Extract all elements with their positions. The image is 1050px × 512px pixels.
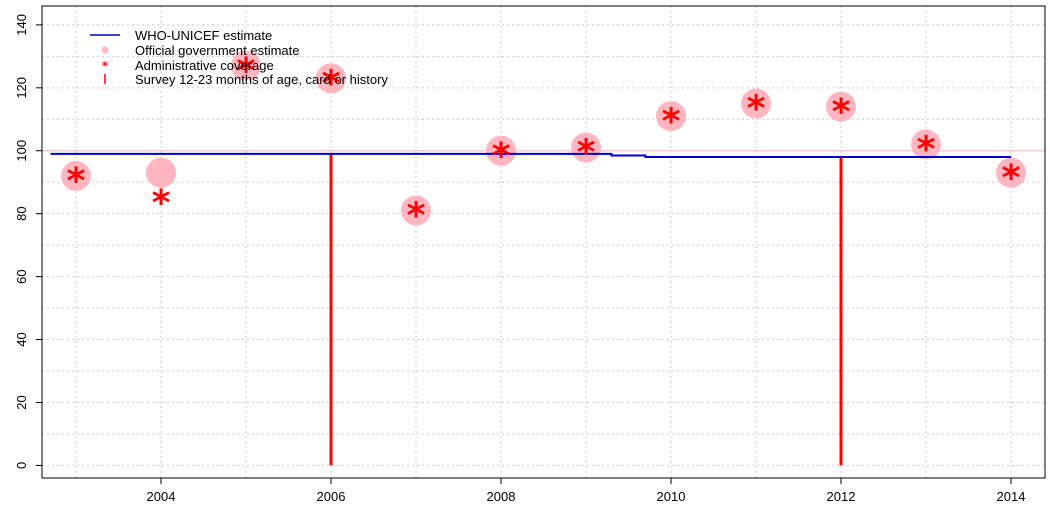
official-estimate-dot bbox=[146, 157, 176, 188]
administrative-coverage-star: * bbox=[1002, 158, 1021, 199]
legend-label: WHO-UNICEF estimate bbox=[135, 28, 272, 43]
official-estimate-dot bbox=[826, 91, 856, 122]
official-estimate-dot bbox=[996, 157, 1026, 188]
official-estimate-dot bbox=[911, 129, 941, 160]
x-tick-label: 2014 bbox=[997, 489, 1026, 504]
administrative-coverage-star: * bbox=[152, 183, 171, 224]
who-unicef-estimate-line bbox=[50, 152, 1011, 158]
y-tick-label: 60 bbox=[14, 269, 29, 283]
y-tick-label: 40 bbox=[14, 332, 29, 346]
administrative-coverage-star: * bbox=[67, 161, 86, 202]
y-tick-label: 140 bbox=[14, 14, 29, 36]
y-tick-label: 120 bbox=[14, 77, 29, 99]
y-tick-label: 20 bbox=[14, 395, 29, 409]
who-unicef-estimate-series bbox=[50, 152, 1011, 158]
official-estimate-dot bbox=[656, 101, 686, 132]
x-tick-label: 2012 bbox=[827, 489, 856, 504]
y-tick-label: 0 bbox=[14, 462, 29, 469]
x-tick-label: 2006 bbox=[317, 489, 346, 504]
administrative-coverage-star: * bbox=[577, 133, 596, 174]
axes: 2004 2006 2008 2010 2012 2014 0 20 40 60 80 100 120 1… bbox=[14, 5, 1046, 504]
administrative-coverage-star: * bbox=[662, 101, 681, 142]
x-tick-label: 2008 bbox=[487, 489, 516, 504]
official-estimate-dot bbox=[316, 63, 346, 94]
administrative-coverage-star: * bbox=[322, 64, 341, 105]
official-estimate-dot bbox=[486, 135, 516, 166]
administrative-coverage-star: * bbox=[917, 130, 936, 171]
legend-star-icon: * bbox=[102, 59, 109, 73]
administrative-coverage-star: * bbox=[832, 92, 851, 133]
y-tick-label: 80 bbox=[14, 206, 29, 220]
official-estimate-series bbox=[61, 50, 1026, 226]
administrative-coverage-star: * bbox=[492, 136, 511, 177]
official-estimate-dot bbox=[401, 195, 431, 226]
legend-label: Official government estimate bbox=[135, 43, 300, 58]
official-estimate-dot bbox=[61, 160, 91, 191]
x-tick-label: 2004 bbox=[147, 489, 176, 504]
administrative-coverage-star: * bbox=[407, 196, 426, 237]
administrative-coverage-series: * * * * * * * * * * * * bbox=[67, 51, 1021, 237]
administrative-coverage-star: * bbox=[747, 89, 766, 130]
official-estimate-dot bbox=[231, 50, 261, 81]
administrative-coverage-star: * bbox=[237, 51, 256, 92]
legend-label: Administrative coverage bbox=[135, 58, 274, 73]
x-tick-label: 2010 bbox=[657, 489, 686, 504]
official-estimate-dot bbox=[741, 88, 771, 119]
y-tick-label: 100 bbox=[14, 140, 29, 162]
legend-dot-icon bbox=[101, 46, 109, 54]
legend-label: Survey 12-23 months of age, card or hist… bbox=[135, 72, 388, 87]
official-estimate-dot bbox=[571, 132, 601, 163]
survey-series bbox=[329, 153, 843, 466]
plot-frame bbox=[41, 5, 1046, 479]
